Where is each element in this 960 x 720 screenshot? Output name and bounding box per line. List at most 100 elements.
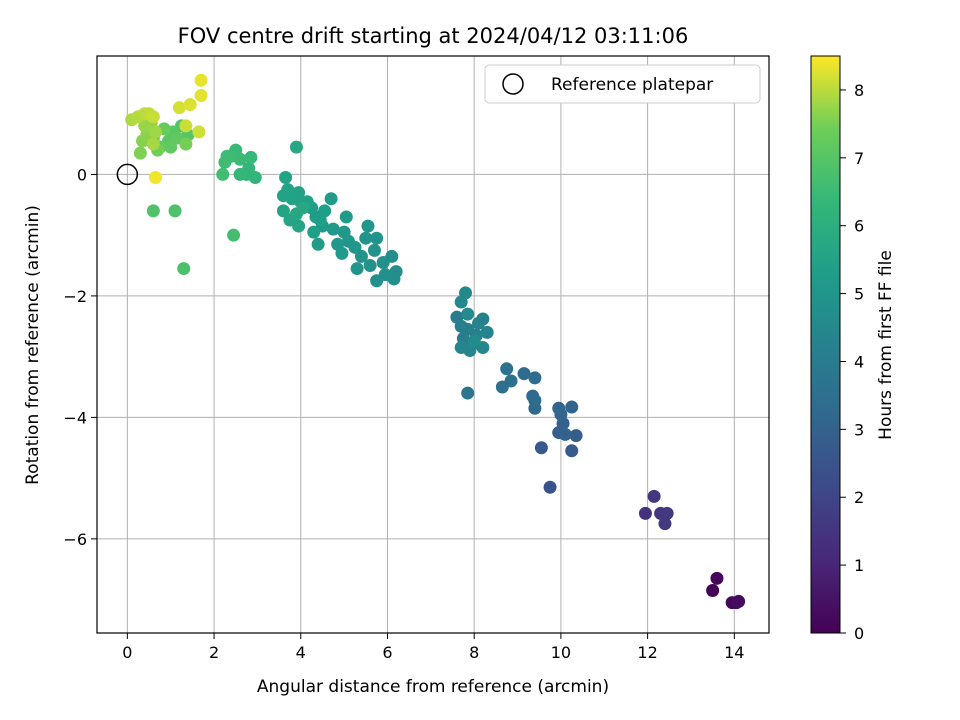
data-point [244, 150, 258, 164]
data-point [248, 170, 262, 184]
data-point [500, 362, 514, 376]
data-point [177, 262, 191, 276]
data-point [710, 571, 724, 585]
data-point [313, 213, 327, 227]
data-point [732, 594, 746, 608]
reference-marker [116, 163, 139, 186]
data-point [461, 307, 475, 321]
data-point [361, 219, 375, 233]
data-point [164, 140, 178, 154]
data-point [289, 140, 303, 154]
data-point [454, 295, 468, 309]
data-point [476, 312, 490, 326]
x-tick-label: 12 [637, 643, 657, 662]
data-point [233, 167, 247, 181]
legend: Reference platepar [484, 64, 761, 104]
colorbar-tick-label: 7 [854, 149, 864, 168]
x-tick-label: 2 [209, 643, 219, 662]
data-point [179, 137, 193, 151]
data-point [216, 167, 230, 181]
data-point [146, 110, 160, 124]
data-point [172, 101, 186, 115]
x-tick-label: 4 [296, 643, 306, 662]
data-point [658, 517, 672, 531]
data-point [337, 225, 351, 239]
data-point [194, 88, 208, 102]
colorbar-tick-label: 4 [854, 352, 864, 371]
data-point [168, 204, 182, 218]
data-point [218, 155, 232, 169]
data-point [326, 222, 340, 236]
data-point [480, 325, 494, 339]
data-point [534, 441, 548, 455]
data-points [125, 73, 746, 610]
y-tick-label: −2 [63, 287, 87, 306]
y-tick-label: −6 [63, 530, 87, 549]
data-point [350, 262, 364, 276]
data-point [192, 125, 206, 139]
colorbar-tick-label: 6 [854, 217, 864, 236]
data-point [354, 249, 368, 263]
x-axis-label: Angular distance from reference (arcmin) [257, 677, 609, 697]
data-point [660, 506, 674, 520]
colorbar-tick-label: 8 [854, 81, 864, 100]
x-tick-label: 0 [122, 643, 132, 662]
data-point [276, 204, 290, 218]
legend-box [484, 64, 761, 104]
colorbar-tick-label: 3 [854, 420, 864, 439]
data-point [324, 192, 338, 206]
legend-label: Reference platepar [551, 75, 713, 95]
colorbar-tick-label: 5 [854, 285, 864, 304]
data-point [296, 201, 310, 215]
data-point [311, 237, 325, 251]
data-point [647, 489, 661, 503]
data-point [133, 146, 147, 160]
data-point [149, 170, 163, 184]
y-tick-label: 0 [77, 165, 87, 184]
data-point [504, 374, 518, 388]
x-tick-label: 10 [551, 643, 571, 662]
data-point [183, 98, 197, 112]
data-point [554, 407, 568, 421]
data-point [179, 119, 193, 133]
colorbar-label: Hours from first FF file [876, 250, 896, 440]
data-point [454, 341, 468, 355]
data-point [227, 228, 241, 242]
data-point [370, 231, 384, 245]
data-point [543, 480, 557, 494]
y-tick-label: −4 [63, 408, 87, 427]
data-point [146, 204, 160, 218]
data-point [149, 125, 163, 139]
data-point [517, 367, 531, 381]
data-point [528, 393, 542, 407]
data-point [276, 189, 290, 203]
data-point [569, 429, 583, 443]
data-point [376, 256, 390, 270]
data-point [461, 386, 475, 400]
colorbar-tick-label: 0 [854, 624, 864, 643]
colorbar-tick-label: 1 [854, 556, 864, 575]
data-point [565, 444, 579, 458]
colorbar [810, 55, 841, 634]
data-point [279, 170, 293, 184]
chart-title: FOV centre drift starting at 2024/04/12 … [178, 24, 689, 48]
plot-frame [96, 55, 770, 634]
data-point [339, 210, 353, 224]
data-point [558, 427, 572, 441]
y-axis-label: Rotation from reference (arcmin) [23, 205, 43, 485]
x-tick-label: 8 [469, 643, 479, 662]
colorbar-ticks: 0 1 2 3 4 5 6 7 8 [840, 81, 864, 643]
data-point [292, 219, 306, 233]
data-point [307, 225, 321, 239]
data-point [638, 506, 652, 520]
data-point [367, 243, 381, 257]
data-point [706, 583, 720, 597]
x-tick-label: 14 [724, 643, 744, 662]
data-point [359, 231, 373, 245]
legend-reference-marker [502, 73, 524, 95]
data-point [565, 400, 579, 414]
data-point [370, 274, 384, 288]
data-point [467, 334, 481, 348]
x-axis-ticks: 0 2 4 6 8 10 12 14 [122, 633, 744, 662]
